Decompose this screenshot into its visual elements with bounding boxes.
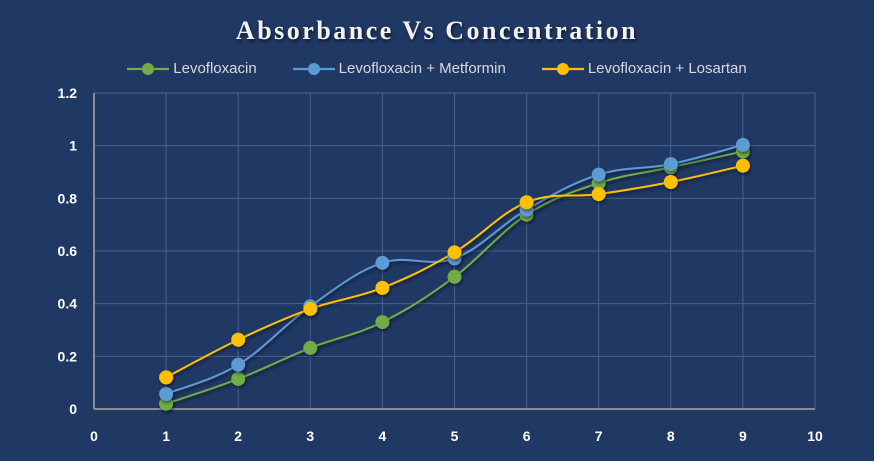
legend-item-levofloxacin-metformin: Levofloxacin + Metformin <box>292 60 506 77</box>
data-point-series-2 <box>447 245 462 260</box>
data-point-series-2 <box>735 158 750 173</box>
legend-item-levofloxacin-losartan: Levofloxacin + Losartan <box>541 60 747 77</box>
y-tick-label: 0 <box>69 401 77 417</box>
data-point-series-0 <box>375 315 390 330</box>
legend-label: Levofloxacin <box>173 60 257 77</box>
data-point-series-2 <box>159 370 174 385</box>
data-point-series-0 <box>159 396 174 411</box>
data-point-series-2 <box>519 195 534 210</box>
data-point-series-1 <box>663 157 678 172</box>
legend-marker-icon <box>541 62 584 75</box>
y-tick-label: 0.8 <box>58 190 78 206</box>
data-point-series-2 <box>231 332 246 347</box>
legend: Levofloxacin Levofloxacin + Metformin Le… <box>0 60 874 77</box>
x-tick-label: 2 <box>234 428 242 444</box>
x-tick-label: 6 <box>523 428 531 444</box>
data-point-series-0 <box>447 269 462 284</box>
y-tick-label: 1.2 <box>58 85 78 101</box>
legend-marker-icon <box>292 62 335 75</box>
series-markers <box>159 137 750 411</box>
x-tick-label: 0 <box>90 428 98 444</box>
x-tick-label: 4 <box>379 428 387 444</box>
legend-label: Levofloxacin + Metformin <box>338 60 506 77</box>
data-point-series-1 <box>231 357 246 372</box>
x-tick-label: 10 <box>807 428 823 444</box>
gridlines <box>94 92 816 409</box>
y-tick-label: 0.2 <box>58 348 78 364</box>
data-point-series-1 <box>159 386 174 401</box>
y-tick-label: 0.6 <box>58 243 78 259</box>
data-point-series-1 <box>591 167 606 182</box>
chart-title: Absorbance Vs Concentration <box>235 16 639 45</box>
x-tick-label: 9 <box>739 428 747 444</box>
data-point-series-1 <box>375 255 390 270</box>
legend-marker-icon <box>127 62 170 75</box>
axes <box>93 93 815 410</box>
tick-labels: 0 0.2 0.4 0.6 0.8 1 1.2 0 1 2 3 4 5 6 7 8 9 10 <box>58 85 823 444</box>
legend-item-levofloxacin: Levofloxacin <box>127 60 257 77</box>
data-point-series-1 <box>735 137 750 152</box>
data-point-series-0 <box>231 371 246 386</box>
data-point-series-2 <box>375 280 390 295</box>
data-point-series-2 <box>591 187 606 202</box>
x-tick-label: 7 <box>595 428 603 444</box>
y-tick-label: 0.4 <box>58 296 78 312</box>
data-point-series-2 <box>663 175 678 190</box>
data-point-series-2 <box>303 301 318 316</box>
x-tick-label: 3 <box>306 428 314 444</box>
y-tick-label: 1 <box>69 138 77 154</box>
data-point-series-0 <box>303 340 318 355</box>
x-tick-label: 8 <box>667 428 675 444</box>
x-tick-label: 1 <box>162 428 170 444</box>
legend-label: Levofloxacin + Losartan <box>587 60 747 77</box>
x-tick-label: 5 <box>451 428 459 444</box>
